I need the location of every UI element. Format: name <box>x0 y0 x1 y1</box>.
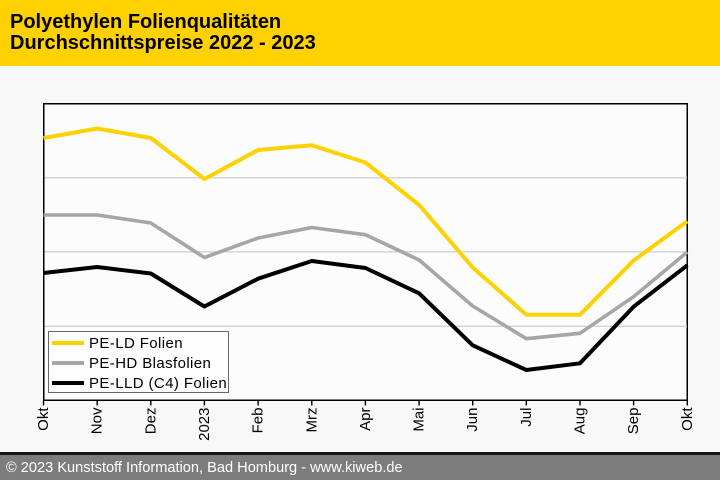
svg-text:Feb: Feb <box>250 408 267 434</box>
svg-text:Nov: Nov <box>89 407 106 434</box>
svg-text:Okt: Okt <box>679 407 696 431</box>
svg-text:2023: 2023 <box>196 408 213 441</box>
svg-text:Mai: Mai <box>411 408 428 432</box>
svg-text:Jun: Jun <box>464 408 481 432</box>
svg-text:Mrz: Mrz <box>303 408 320 433</box>
svg-text:Jul: Jul <box>518 408 535 427</box>
svg-text:Dez: Dez <box>142 408 159 435</box>
svg-text:Sep: Sep <box>625 408 642 435</box>
svg-text:Apr: Apr <box>357 407 374 430</box>
svg-text:Aug: Aug <box>572 408 589 435</box>
svg-text:Okt: Okt <box>35 407 52 431</box>
